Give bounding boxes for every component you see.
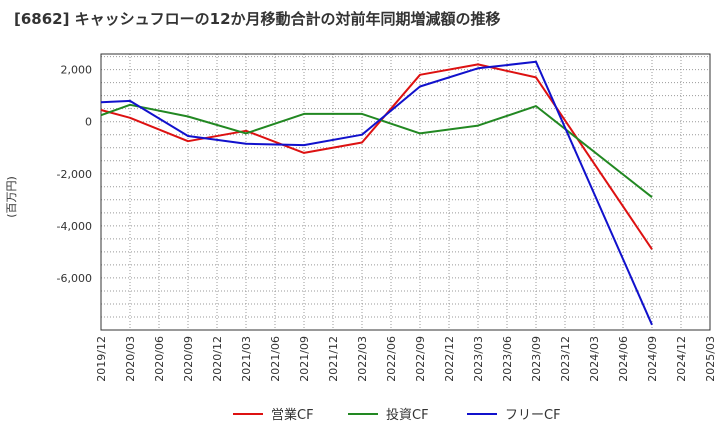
- x-tick-label: 2019/12: [95, 336, 108, 382]
- x-tick-label: 2023/12: [559, 336, 572, 382]
- x-tick-label: 2021/12: [327, 336, 340, 382]
- series-line-営業CF: [100, 63, 653, 250]
- series-line-投資CF: [100, 103, 653, 198]
- chart-title: [6862] キャッシュフローの12か月移動合計の対前年同期増減額の推移: [14, 10, 501, 28]
- x-tick-label: 2024/12: [675, 336, 688, 382]
- x-tick-label: 2025/03: [704, 336, 717, 382]
- x-tick-label: 2022/03: [356, 336, 369, 382]
- plot-area: [101, 54, 710, 330]
- x-tick-label: 2023/03: [472, 336, 485, 382]
- x-tick-label: 2021/09: [298, 336, 311, 382]
- legend-label: 営業CF: [271, 407, 314, 423]
- x-tick-label: 2023/09: [530, 336, 543, 382]
- series-layer: [100, 60, 653, 326]
- x-tick-label: 2024/06: [617, 336, 630, 382]
- y-tick-label: -6,000: [57, 272, 92, 285]
- plot-frame: [100, 53, 711, 331]
- x-tick-label: 2023/06: [501, 336, 514, 382]
- x-tick-label: 2024/03: [588, 336, 601, 382]
- legend: 営業CF 投資CF フリーCF: [233, 407, 561, 423]
- y-tick-label: 2,000: [61, 64, 93, 77]
- x-tick-label: 2020/06: [153, 336, 166, 382]
- x-tick-label: 2020/03: [124, 336, 137, 382]
- legend-label: 投資CF: [386, 407, 429, 423]
- x-tick-label: 2021/06: [269, 336, 282, 382]
- y-tick-label: -4,000: [57, 220, 92, 233]
- legend-label: フリーCF: [505, 408, 561, 423]
- x-tick-label: 2022/12: [443, 336, 456, 382]
- x-tick-label: 2020/09: [182, 336, 195, 382]
- y-tick-labels: 2,000 0 -2,000 -4,000 -6,000: [57, 64, 92, 285]
- x-tick-labels: 2019/12 2020/03 2020/06 2020/09 2020/12 2021/…: [95, 336, 717, 382]
- y-tick-label: -2,000: [57, 168, 92, 181]
- x-tick-label: 2022/09: [414, 336, 427, 382]
- y-tick-label: 0: [85, 116, 92, 129]
- series-line-フリーCF: [100, 60, 653, 326]
- x-tick-label: 2020/12: [211, 336, 224, 382]
- x-tick-label: 2022/06: [385, 336, 398, 382]
- x-tick-label: 2021/03: [240, 336, 253, 382]
- x-tick-label: 2024/09: [646, 336, 659, 382]
- y-axis-label: (百万円): [5, 176, 18, 218]
